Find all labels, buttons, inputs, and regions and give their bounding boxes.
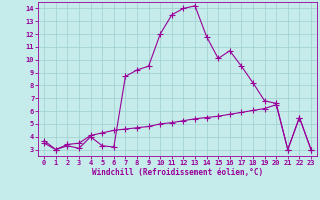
X-axis label: Windchill (Refroidissement éolien,°C): Windchill (Refroidissement éolien,°C) — [92, 168, 263, 177]
